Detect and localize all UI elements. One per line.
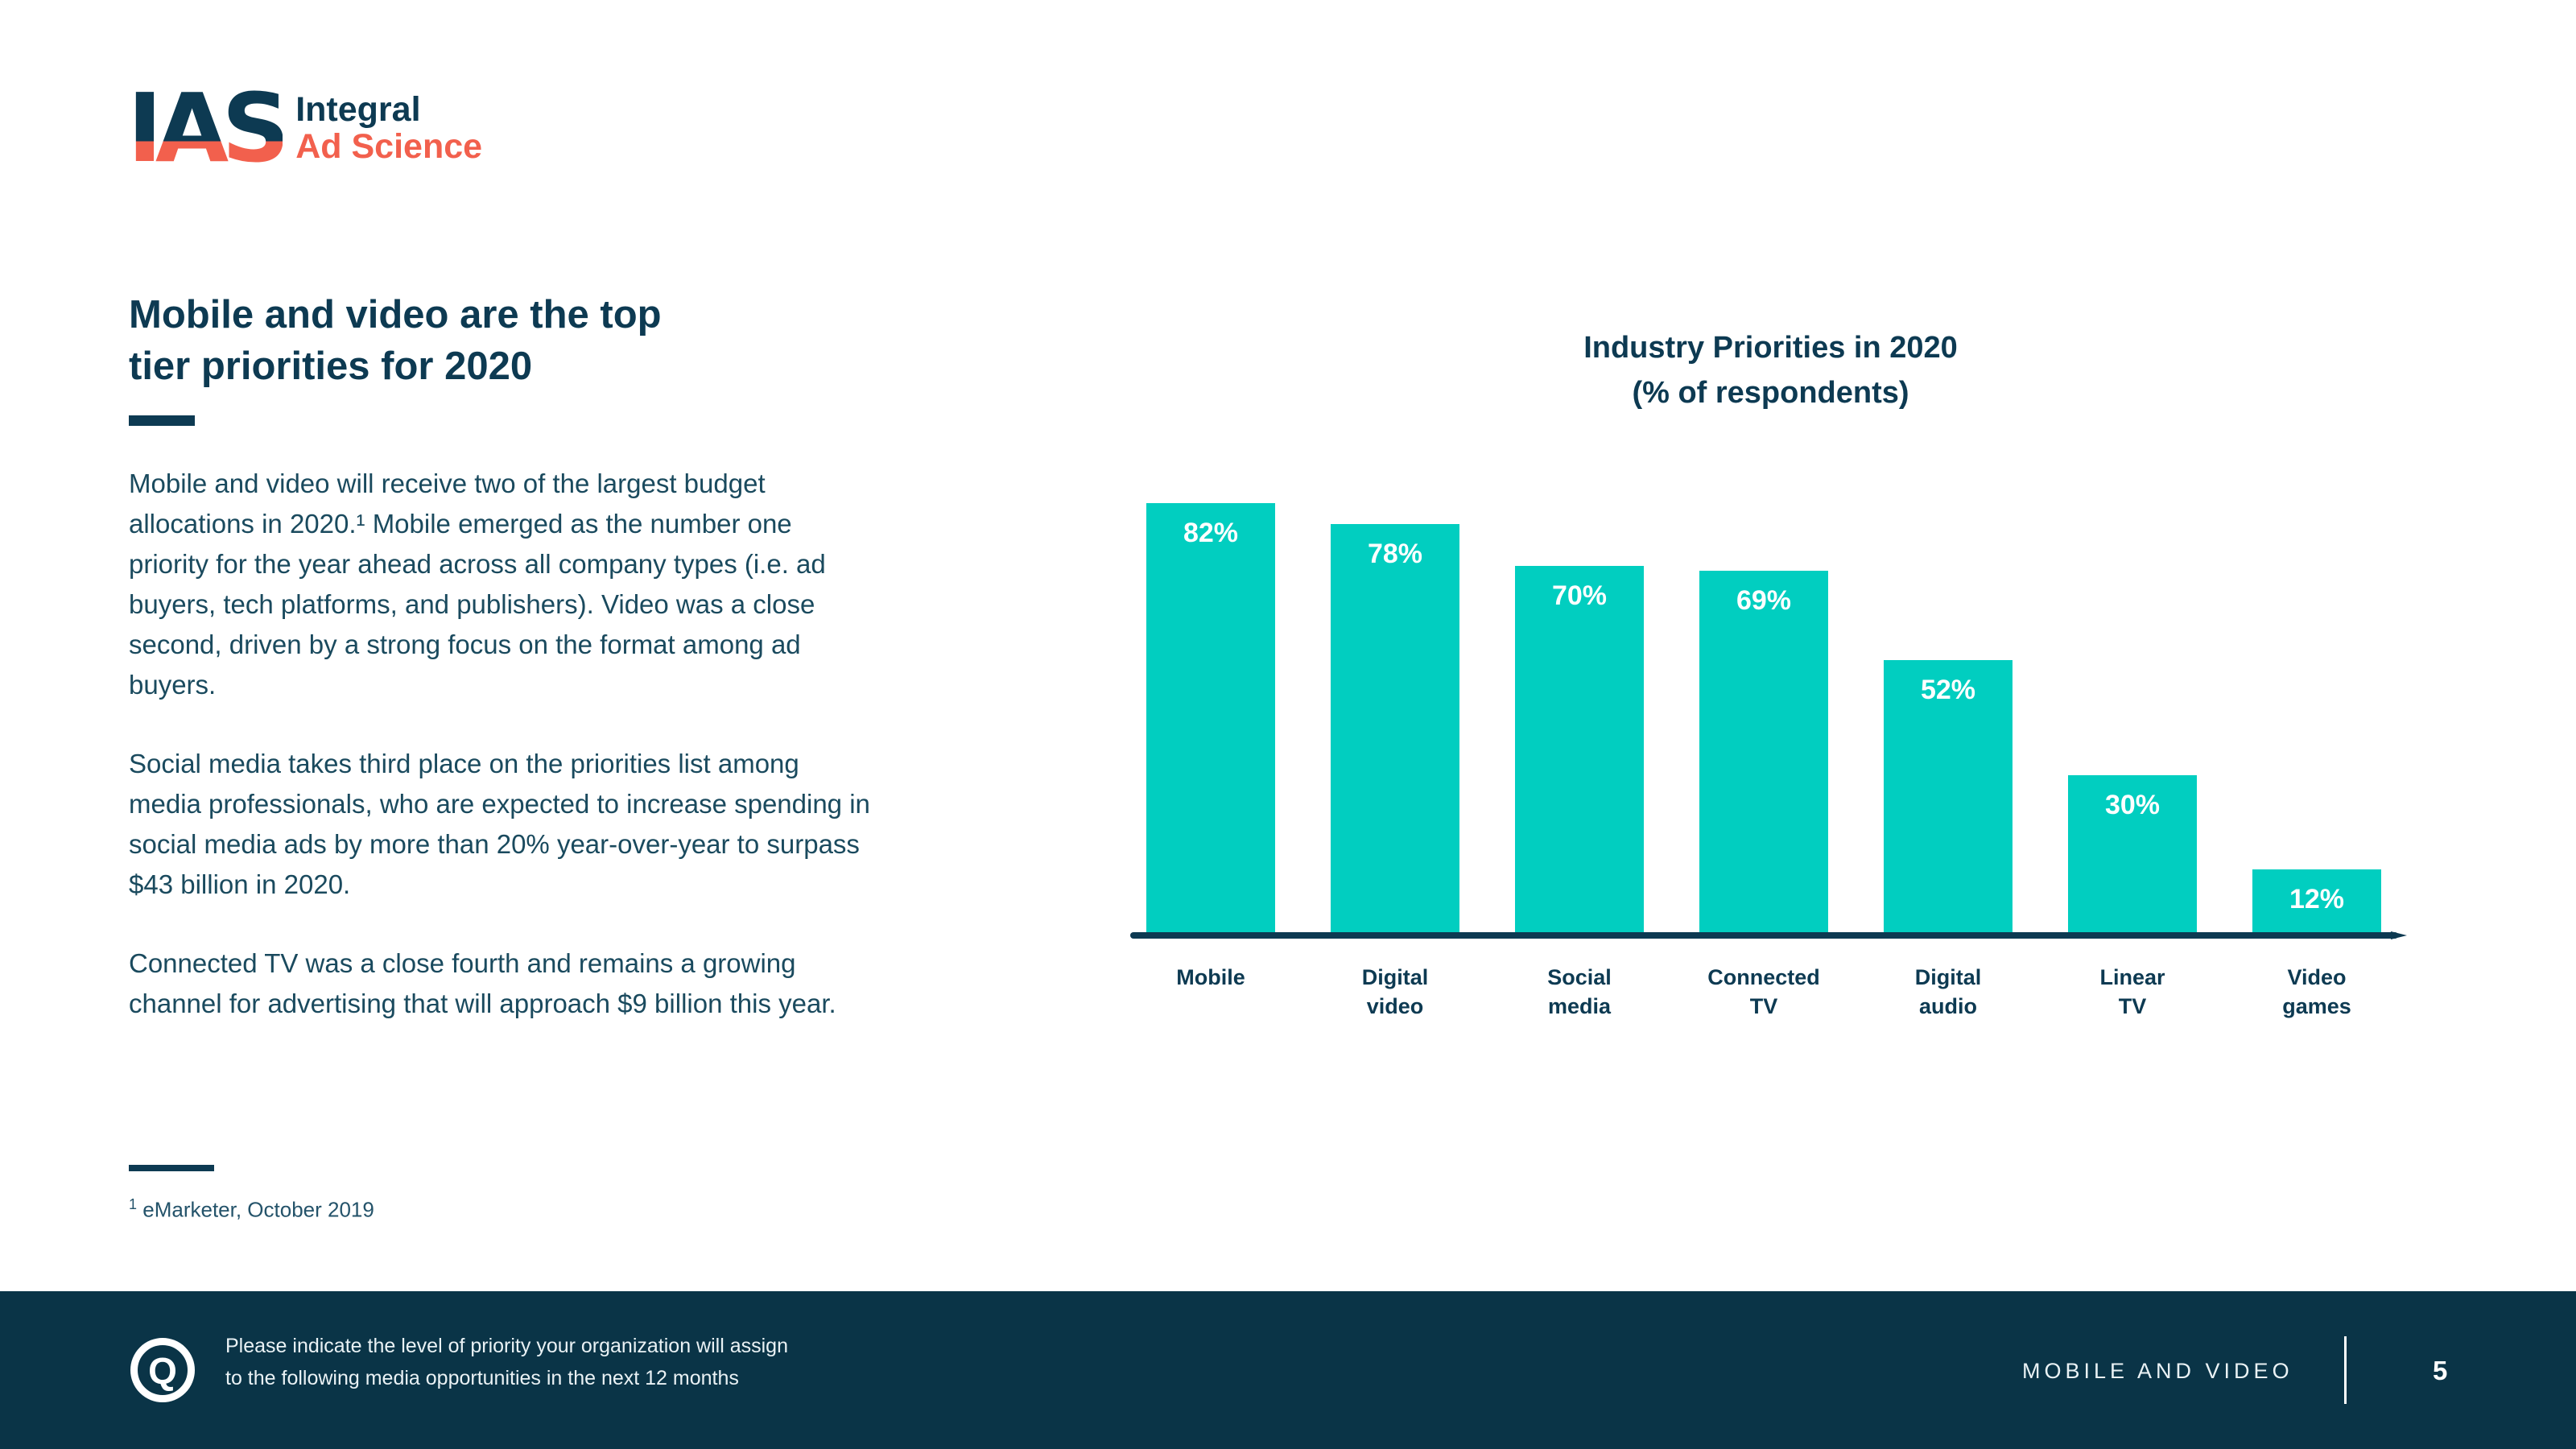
footnote-mark: 1	[129, 1196, 138, 1212]
bar-social-media: 70%	[1515, 566, 1644, 932]
chart-plot: 82% Mobile 78% Digital video 70% Social media…	[1130, 493, 2411, 1018]
paragraph-1: Mobile and video will receive two of the…	[129, 469, 826, 700]
bar-value-label: 82%	[1183, 518, 1239, 548]
bar-linear-tv: 30%	[2068, 775, 2197, 932]
category-label: Social media	[1547, 965, 1612, 1018]
category-label: Connected TV	[1707, 965, 1820, 1018]
category-label: Linear TV	[2099, 965, 2165, 1018]
x-axis-line	[1130, 932, 2398, 939]
chart-subtitle: (% of respondents)	[1632, 376, 1909, 410]
bar-value-label: 78%	[1367, 539, 1423, 569]
x-axis-arrow-icon	[2391, 931, 2407, 939]
bar-value-label: 30%	[2104, 790, 2161, 820]
bar-value-label: 52%	[1920, 675, 1976, 705]
category-label: Mobile	[1176, 965, 1245, 989]
slide-title-line1: Mobile and video are the top	[129, 292, 662, 336]
bar-connected-tv: 69%	[1699, 571, 1828, 932]
category-label: Digital video	[1361, 965, 1429, 1018]
category-label: Video games	[2282, 965, 2351, 1018]
slide-title-line2: tier priorities for 2020	[129, 344, 533, 388]
slide-title: Mobile and video are the top tier priori…	[129, 289, 662, 392]
footnote: 1 eMarketer, October 2019	[129, 1196, 374, 1223]
question-badge-icon: Q	[130, 1338, 195, 1402]
footnote-rule	[129, 1165, 214, 1171]
paragraph-3: Connected TV was a close fourth and rema…	[129, 948, 836, 1018]
bar-digital-audio: 52%	[1884, 660, 2013, 932]
survey-question-line2: to the following media opportunities in …	[225, 1367, 739, 1389]
chart-title: Industry Priorities in 2020	[1583, 331, 1958, 365]
ias-logo-acronym: IAS	[127, 72, 290, 184]
bar-mobile: 82%	[1146, 503, 1275, 932]
bar-value-label: 12%	[2289, 884, 2345, 914]
bar-value-label: 69%	[1736, 585, 1792, 616]
chart-title-block: Industry Priorities in 2020 (% of respon…	[1130, 325, 2411, 415]
bar-video-games: 12%	[2252, 869, 2381, 932]
ias-logo-wordmark: Integral Ad Science	[295, 91, 482, 165]
survey-question-note: Please indicate the level of priority yo…	[225, 1330, 788, 1394]
page-number: 5	[2433, 1356, 2448, 1385]
paragraph-2: Social media takes third place on the pr…	[129, 749, 870, 899]
footnote-text: eMarketer, October 2019	[142, 1197, 374, 1222]
footer-divider	[2344, 1336, 2347, 1404]
title-accent-rule	[129, 415, 195, 426]
bar-digital-video: 78%	[1331, 524, 1459, 932]
logo-name-line1: Integral	[295, 90, 421, 129]
section-label: MOBILE AND VIDEO	[2022, 1359, 2293, 1383]
ias-logo: IAS Integral Ad Science	[127, 80, 482, 175]
bar-value-label: 70%	[1551, 580, 1608, 611]
category-label: Digital audio	[1914, 965, 1982, 1018]
logo-name-line2: Ad Science	[295, 127, 483, 166]
survey-question-line1: Please indicate the level of priority yo…	[225, 1335, 788, 1357]
footer-bar: Q Please indicate the level of priority …	[0, 1291, 2576, 1449]
body-copy: Mobile and video will receive two of the…	[129, 464, 877, 1063]
question-badge-letter: Q	[148, 1350, 177, 1392]
